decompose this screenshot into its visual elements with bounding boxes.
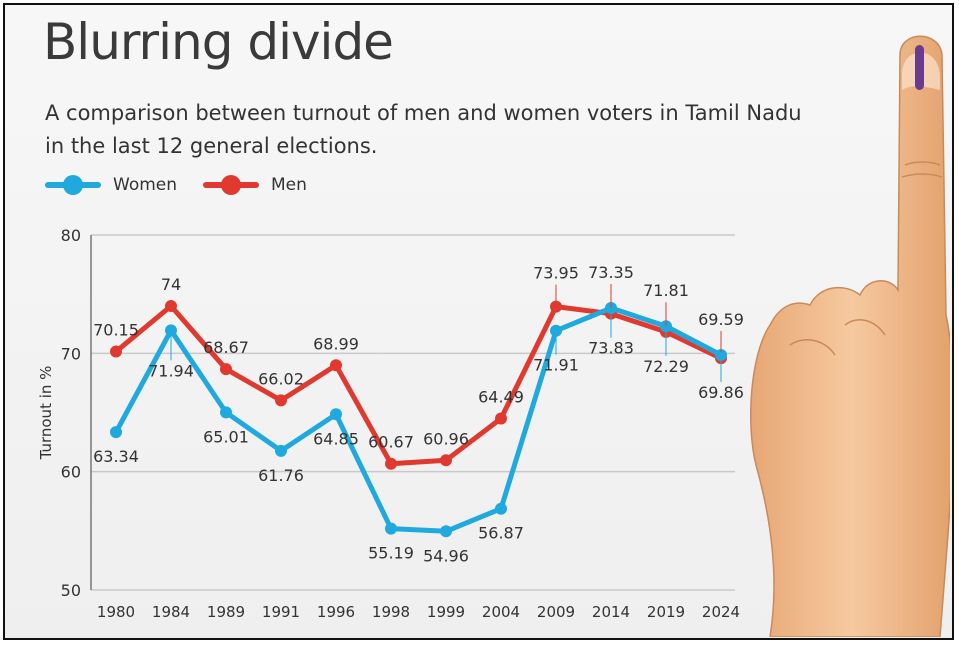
data-point-men <box>110 345 122 358</box>
legend-swatch-men <box>203 175 260 195</box>
data-label-men: 73.95 <box>533 264 579 283</box>
line-chart: 50 60 70 80 Turnout in % 1980 1984 1989 1991 1996… <box>37 226 744 621</box>
legend-label-women: Women <box>113 175 178 195</box>
data-label-men: 71.81 <box>643 281 689 300</box>
data-label-men: 74 <box>161 275 181 294</box>
data-point-men <box>165 300 177 312</box>
chart-subtitle: A comparison between turnout of men and … <box>45 101 802 158</box>
x-tick-label: 1980 <box>97 603 135 621</box>
x-tick-label: 2019 <box>647 603 685 621</box>
data-label-men: 73.35 <box>588 263 634 282</box>
legend-item-women: Women <box>45 175 177 195</box>
data-point-men <box>550 300 562 313</box>
data-point-women <box>275 444 287 457</box>
y-tick-label: 80 <box>61 226 81 245</box>
legend-label-men: Men <box>271 175 307 195</box>
data-label-women: 65.01 <box>203 427 249 446</box>
x-tick-label: 1996 <box>317 603 355 621</box>
data-label-women: 63.34 <box>93 447 139 466</box>
data-point-men <box>330 359 342 372</box>
data-label-men: 69.59 <box>698 310 744 329</box>
data-point-women <box>110 426 122 439</box>
data-point-men <box>275 394 287 407</box>
data-point-women <box>715 348 727 361</box>
x-tick-label: 1998 <box>372 603 410 621</box>
data-point-women <box>550 324 562 337</box>
data-label-women: 55.19 <box>368 544 414 563</box>
data-label-men: 68.67 <box>203 338 249 357</box>
x-tick-label: 1991 <box>262 603 300 621</box>
x-tick-label: 2024 <box>702 603 740 621</box>
legend-swatch-women <box>45 175 101 195</box>
data-point-women <box>660 320 672 333</box>
x-tick-label: 1984 <box>152 603 190 621</box>
data-label-men: 70.15 <box>93 321 139 340</box>
inked-finger-hand-icon <box>750 35 950 637</box>
x-tick-label: 1989 <box>207 603 245 621</box>
data-point-men <box>440 454 452 467</box>
x-tick-label: 1999 <box>427 603 465 621</box>
legend-item-men: Men <box>203 175 307 195</box>
data-label-men: 60.67 <box>368 433 414 452</box>
y-tick-label: 50 <box>61 581 81 600</box>
x-tick-label: 2009 <box>537 603 575 621</box>
data-point-men <box>220 363 232 376</box>
y-tick-label: 60 <box>61 463 81 482</box>
chart-title: Blurring divide <box>43 13 394 71</box>
data-point-women <box>385 522 397 535</box>
series-line-women <box>113 305 724 534</box>
data-point-women <box>220 406 232 419</box>
data-label-women: 64.85 <box>313 429 359 448</box>
data-label-women: 71.94 <box>148 361 194 380</box>
data-label-women: 69.86 <box>698 383 744 402</box>
data-point-women <box>165 324 177 337</box>
data-point-women <box>495 502 507 515</box>
y-axis-label: Turnout in % <box>37 366 55 461</box>
data-point-women <box>330 408 342 421</box>
data-label-women: 71.91 <box>533 356 579 375</box>
data-label-women: 56.87 <box>478 524 524 543</box>
data-point-men <box>495 412 507 425</box>
infographic-frame: Blurring divide A comparison between tur… <box>3 3 954 640</box>
x-tick-label: 2014 <box>592 603 630 621</box>
data-label-men: 66.02 <box>258 369 304 388</box>
legend: Women Men <box>45 175 333 195</box>
data-label-women: 73.83 <box>588 339 634 358</box>
data-label-women: 72.29 <box>643 357 689 376</box>
data-label-women: 54.96 <box>423 546 469 565</box>
data-point-women <box>440 525 452 538</box>
y-tick-label: 70 <box>61 344 81 363</box>
x-tick-label: 2004 <box>482 603 520 621</box>
data-point-men <box>385 457 397 470</box>
data-label-men: 60.96 <box>423 429 469 448</box>
data-point-women <box>605 302 617 315</box>
series-line-men <box>113 303 724 467</box>
data-label-women: 61.76 <box>258 466 304 485</box>
data-label-men: 68.99 <box>313 334 359 353</box>
data-label-men: 64.49 <box>478 388 524 407</box>
